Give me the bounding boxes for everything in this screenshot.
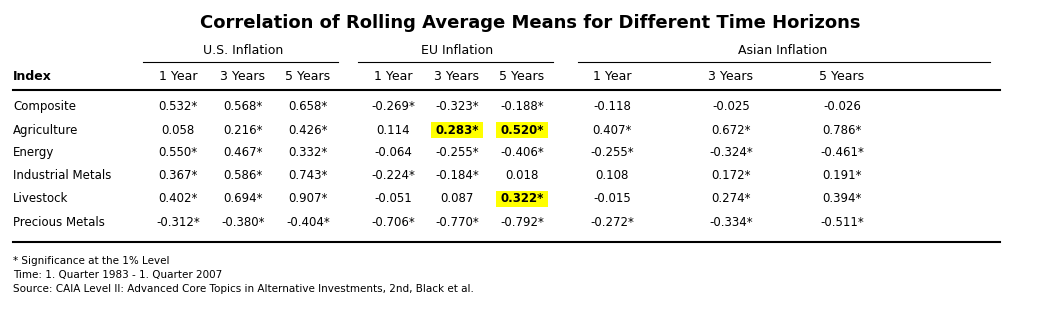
Text: -0.269*: -0.269* bbox=[371, 100, 415, 114]
Text: 0.467*: 0.467* bbox=[223, 146, 263, 160]
Text: 3 Years: 3 Years bbox=[708, 70, 754, 82]
Text: 0.274*: 0.274* bbox=[712, 193, 751, 205]
Text: Livestock: Livestock bbox=[13, 193, 69, 205]
Text: 0.394*: 0.394* bbox=[822, 193, 862, 205]
Text: -0.380*: -0.380* bbox=[221, 215, 265, 229]
Text: 3 Years: 3 Years bbox=[220, 70, 266, 82]
Text: 0.426*: 0.426* bbox=[288, 124, 327, 136]
Text: 0.743*: 0.743* bbox=[288, 169, 327, 183]
Text: 0.216*: 0.216* bbox=[223, 124, 263, 136]
Text: Composite: Composite bbox=[13, 100, 76, 114]
Text: U.S. Inflation: U.S. Inflation bbox=[203, 44, 283, 56]
Text: 0.058: 0.058 bbox=[161, 124, 195, 136]
Text: 0.407*: 0.407* bbox=[592, 124, 631, 136]
Text: -0.511*: -0.511* bbox=[820, 215, 864, 229]
Text: Agriculture: Agriculture bbox=[13, 124, 78, 136]
Text: Source: CAIA Level II: Advanced Core Topics in Alternative Investments, 2nd, Bla: Source: CAIA Level II: Advanced Core Top… bbox=[13, 284, 473, 294]
Text: -0.255*: -0.255* bbox=[435, 146, 479, 160]
Text: 0.907*: 0.907* bbox=[288, 193, 327, 205]
Text: 0.550*: 0.550* bbox=[159, 146, 198, 160]
Text: -0.706*: -0.706* bbox=[371, 215, 415, 229]
Text: -0.324*: -0.324* bbox=[710, 146, 753, 160]
Text: 1 Year: 1 Year bbox=[159, 70, 197, 82]
Text: -0.334*: -0.334* bbox=[710, 215, 753, 229]
Text: -0.064: -0.064 bbox=[374, 146, 412, 160]
Text: 0.586*: 0.586* bbox=[223, 169, 263, 183]
Text: -0.272*: -0.272* bbox=[590, 215, 634, 229]
Text: 0.658*: 0.658* bbox=[288, 100, 327, 114]
Text: 0.108: 0.108 bbox=[595, 169, 629, 183]
Text: Index: Index bbox=[13, 70, 52, 82]
Text: Industrial Metals: Industrial Metals bbox=[13, 169, 111, 183]
Text: -0.118: -0.118 bbox=[593, 100, 631, 114]
Text: Asian Inflation: Asian Inflation bbox=[738, 44, 828, 56]
Text: 0.520*: 0.520* bbox=[500, 124, 543, 136]
Text: * Significance at the 1% Level: * Significance at the 1% Level bbox=[13, 256, 169, 266]
Text: -0.015: -0.015 bbox=[593, 193, 631, 205]
Text: 0.322*: 0.322* bbox=[500, 193, 543, 205]
Text: 5 Years: 5 Years bbox=[820, 70, 864, 82]
Text: Energy: Energy bbox=[13, 146, 54, 160]
Text: -0.224*: -0.224* bbox=[371, 169, 415, 183]
Text: 0.786*: 0.786* bbox=[822, 124, 862, 136]
Text: 0.672*: 0.672* bbox=[712, 124, 751, 136]
Text: 5 Years: 5 Years bbox=[500, 70, 544, 82]
Text: -0.025: -0.025 bbox=[712, 100, 750, 114]
Text: -0.184*: -0.184* bbox=[435, 169, 479, 183]
Text: 3 Years: 3 Years bbox=[434, 70, 480, 82]
Text: 1 Year: 1 Year bbox=[374, 70, 412, 82]
Text: 0.087: 0.087 bbox=[441, 193, 473, 205]
Text: -0.406*: -0.406* bbox=[500, 146, 544, 160]
Text: -0.026: -0.026 bbox=[823, 100, 861, 114]
Text: -0.051: -0.051 bbox=[374, 193, 412, 205]
Text: 1 Year: 1 Year bbox=[593, 70, 631, 82]
Text: Precious Metals: Precious Metals bbox=[13, 215, 105, 229]
Text: 0.018: 0.018 bbox=[505, 169, 539, 183]
Text: -0.770*: -0.770* bbox=[435, 215, 479, 229]
Text: 0.191*: 0.191* bbox=[822, 169, 862, 183]
Text: 0.367*: 0.367* bbox=[158, 169, 198, 183]
Text: 5 Years: 5 Years bbox=[286, 70, 330, 82]
Text: 0.283*: 0.283* bbox=[435, 124, 479, 136]
Text: 0.568*: 0.568* bbox=[223, 100, 263, 114]
Text: Time: 1. Quarter 1983 - 1. Quarter 2007: Time: 1. Quarter 1983 - 1. Quarter 2007 bbox=[13, 270, 222, 280]
Text: -0.404*: -0.404* bbox=[286, 215, 329, 229]
Text: 0.532*: 0.532* bbox=[159, 100, 198, 114]
Text: -0.323*: -0.323* bbox=[435, 100, 479, 114]
Text: 0.114: 0.114 bbox=[376, 124, 410, 136]
Text: -0.792*: -0.792* bbox=[500, 215, 544, 229]
Text: 0.694*: 0.694* bbox=[223, 193, 263, 205]
Text: Correlation of Rolling Average Means for Different Time Horizons: Correlation of Rolling Average Means for… bbox=[200, 14, 860, 32]
Text: -0.461*: -0.461* bbox=[820, 146, 864, 160]
Text: 0.402*: 0.402* bbox=[158, 193, 198, 205]
Text: -0.255*: -0.255* bbox=[590, 146, 634, 160]
Text: 0.332*: 0.332* bbox=[288, 146, 327, 160]
Text: EU Inflation: EU Inflation bbox=[420, 44, 493, 56]
Text: 0.172*: 0.172* bbox=[712, 169, 751, 183]
Text: -0.188*: -0.188* bbox=[500, 100, 544, 114]
Text: -0.312*: -0.312* bbox=[156, 215, 200, 229]
